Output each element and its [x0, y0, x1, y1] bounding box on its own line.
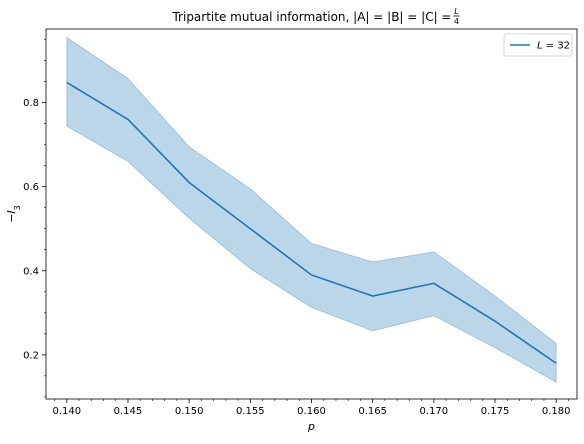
y-tick-label: 0.4 [23, 266, 39, 277]
x-axis-ticks: 0.140 0.145 0.150 0.155 0.160 0.165 0.170 0.175… [52, 399, 570, 417]
x-tick-label: 0.180 [542, 406, 571, 417]
y-tick-label: 0.6 [23, 182, 39, 193]
chart-title-math: |A| = |B| = |C| = [353, 10, 451, 24]
chart-title-frac-den: 4 [454, 17, 459, 26]
x-axis-label: p [307, 420, 315, 433]
y-axis-label-main: −I [5, 210, 18, 222]
x-tick-label: 0.155 [236, 406, 265, 417]
y-tick-label: 0.2 [23, 350, 39, 361]
x-tick-label: 0.145 [114, 406, 143, 417]
y-tick-label: 0.8 [23, 98, 39, 109]
x-tick-label: 0.170 [420, 406, 449, 417]
x-tick-label: 0.150 [175, 406, 204, 417]
y-axis-label: −I3 [5, 205, 22, 223]
confidence-band-series-0 [67, 37, 556, 382]
x-tick-label: 0.165 [358, 406, 387, 417]
chart-title: Tripartite mutual information, |A| = |B|… [171, 10, 451, 24]
legend: L = 32 [504, 34, 572, 56]
series-layer [67, 37, 556, 382]
y-axis-ticks: 0.2 0.4 0.6 0.8 [23, 40, 46, 397]
x-tick-label: 0.160 [297, 406, 326, 417]
x-tick-label: 0.175 [481, 406, 510, 417]
chart-title-frac-num: L [454, 7, 458, 16]
y-axis-label-sub: 3 [13, 205, 22, 210]
x-tick-label: 0.140 [52, 406, 81, 417]
legend-label: L = 32 [537, 41, 570, 52]
chart-title-fraction: L 4 [454, 7, 460, 26]
chart-title-main: Tripartite mutual information, [171, 10, 353, 24]
